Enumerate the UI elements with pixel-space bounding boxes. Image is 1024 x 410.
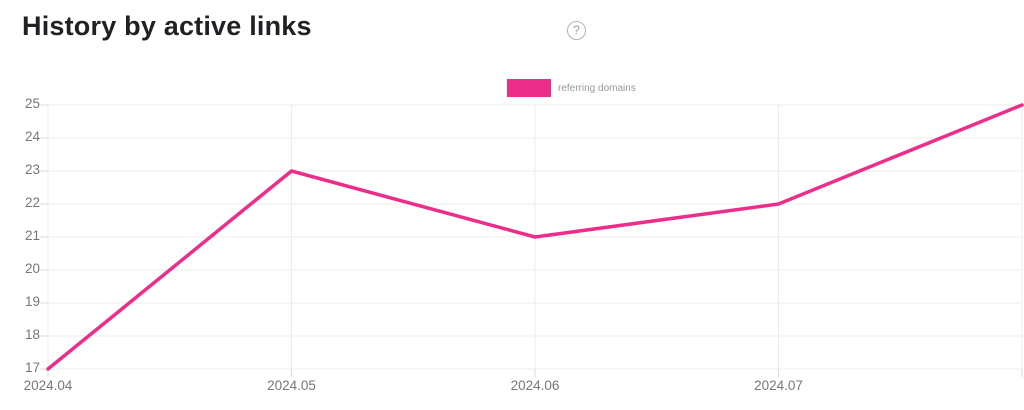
x-axis-label: 2024.04 — [23, 378, 73, 393]
help-icon[interactable]: ? — [567, 21, 586, 40]
x-axis-label: 2024.06 — [510, 378, 560, 393]
legend-label: referring domains — [558, 82, 636, 94]
x-axis-label: 2024.07 — [754, 378, 803, 393]
y-axis-label: 24 — [24, 129, 40, 144]
y-axis-label: 21 — [24, 228, 40, 243]
series-line-referring-domains[interactable] — [46, 103, 1024, 371]
y-axis-label: 22 — [24, 195, 40, 210]
y-axis-label: 20 — [24, 261, 40, 276]
y-axis-label: 18 — [24, 327, 40, 342]
x-axis-label: 2024.05 — [267, 378, 316, 393]
legend-swatch-icon — [507, 79, 551, 97]
y-axis-label: 17 — [24, 360, 40, 375]
page-title: History by active links — [22, 11, 312, 41]
y-axis-label: 25 — [24, 96, 40, 111]
y-axis-label: 19 — [24, 294, 40, 309]
y-axis-label: 23 — [24, 162, 40, 177]
legend[interactable]: referring domains — [507, 79, 636, 97]
